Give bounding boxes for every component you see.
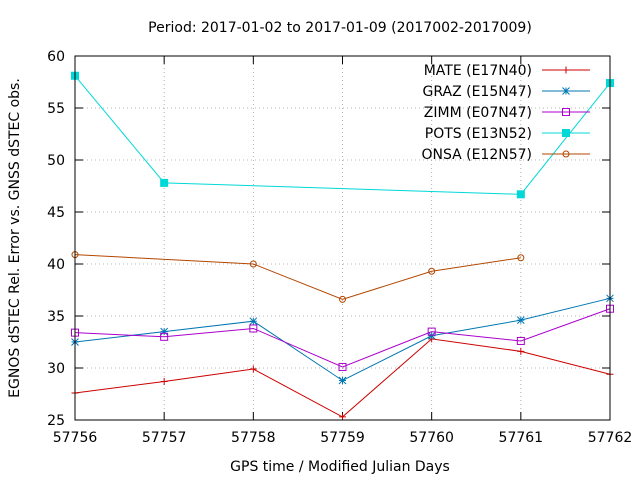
- legend-marker-pots: [562, 129, 570, 137]
- x-axis-label: GPS time / Modified Julian Days: [230, 459, 450, 475]
- data-point-graz: [516, 316, 525, 325]
- data-point-mate: [517, 347, 525, 355]
- data-point-zimm: [249, 324, 258, 333]
- x-tick-label: 57761: [499, 430, 544, 446]
- legend-marker-mate: [562, 66, 570, 74]
- data-point-graz: [160, 327, 169, 336]
- y-tick-label: 60: [47, 49, 65, 65]
- data-point-graz: [249, 317, 258, 326]
- series-line-pots: [74, 75, 611, 195]
- series-line-zimm: [74, 308, 611, 368]
- data-point-onsa: [249, 260, 257, 268]
- legend-marker-graz: [562, 87, 570, 95]
- data-point-zimm: [338, 362, 347, 371]
- legend-label-graz: GRAZ (E15N47): [423, 84, 533, 100]
- data-point-pots: [516, 190, 525, 199]
- y-tick-label: 50: [47, 153, 65, 169]
- series-group: [71, 71, 614, 421]
- chart-title: Period: 2017-01-02 to 2017-01-09 (201700…: [148, 20, 532, 36]
- series-pots: [71, 71, 614, 199]
- y-tick-label: 25: [47, 413, 65, 429]
- data-point-zimm: [160, 332, 169, 341]
- data-point-mate: [339, 413, 346, 421]
- legend: MATE (E17N40) GRAZ (E15N47) ZIMM (E07N47) P…: [421, 63, 590, 163]
- data-point-zimm: [516, 336, 525, 345]
- y-ticks: 25 30 35 40 45 50 55 60: [47, 49, 610, 429]
- data-point-zimm: [427, 327, 436, 336]
- plot-frame: [74, 55, 611, 421]
- legend-label-mate: MATE (E17N40): [424, 63, 532, 79]
- data-point-pots: [160, 178, 169, 187]
- legend-label-pots: POTS (E13N52): [425, 126, 532, 142]
- data-point-graz: [427, 331, 436, 340]
- y-tick-label: 30: [47, 361, 65, 377]
- x-tick-label: 57757: [142, 430, 187, 446]
- x-ticks: 57756 57757 57758 57759 57760 57761 57762: [53, 56, 633, 446]
- legend-marker-zimm: [562, 108, 570, 116]
- y-tick-label: 55: [47, 101, 65, 117]
- x-tick-label: 57758: [231, 430, 276, 446]
- series-line-onsa: [74, 254, 521, 300]
- legend-label-zimm: ZIMM (E07N47): [424, 105, 532, 121]
- x-tick-label: 57756: [53, 430, 98, 446]
- x-tick-label: 57760: [409, 430, 454, 446]
- x-tick-label: 57762: [588, 430, 633, 446]
- data-point-mate: [160, 378, 168, 386]
- data-point-onsa: [339, 295, 346, 303]
- data-point-graz: [338, 376, 347, 385]
- data-point-mate: [249, 365, 257, 373]
- y-tick-label: 45: [47, 205, 65, 221]
- x-tick-label: 57759: [320, 430, 365, 446]
- data-point-onsa: [517, 254, 525, 262]
- legend-label-onsa: ONSA (E12N57): [421, 147, 532, 163]
- series-onsa: [71, 251, 525, 303]
- y-tick-label: 35: [47, 309, 65, 325]
- y-axis-label: EGNOS dSTEC Rel. Error vs. GNSS dSTEC ob…: [7, 78, 23, 398]
- legend-marker-onsa: [562, 150, 570, 158]
- grid: [75, 56, 610, 420]
- y-tick-label: 40: [47, 257, 65, 273]
- data-point-onsa: [428, 267, 436, 275]
